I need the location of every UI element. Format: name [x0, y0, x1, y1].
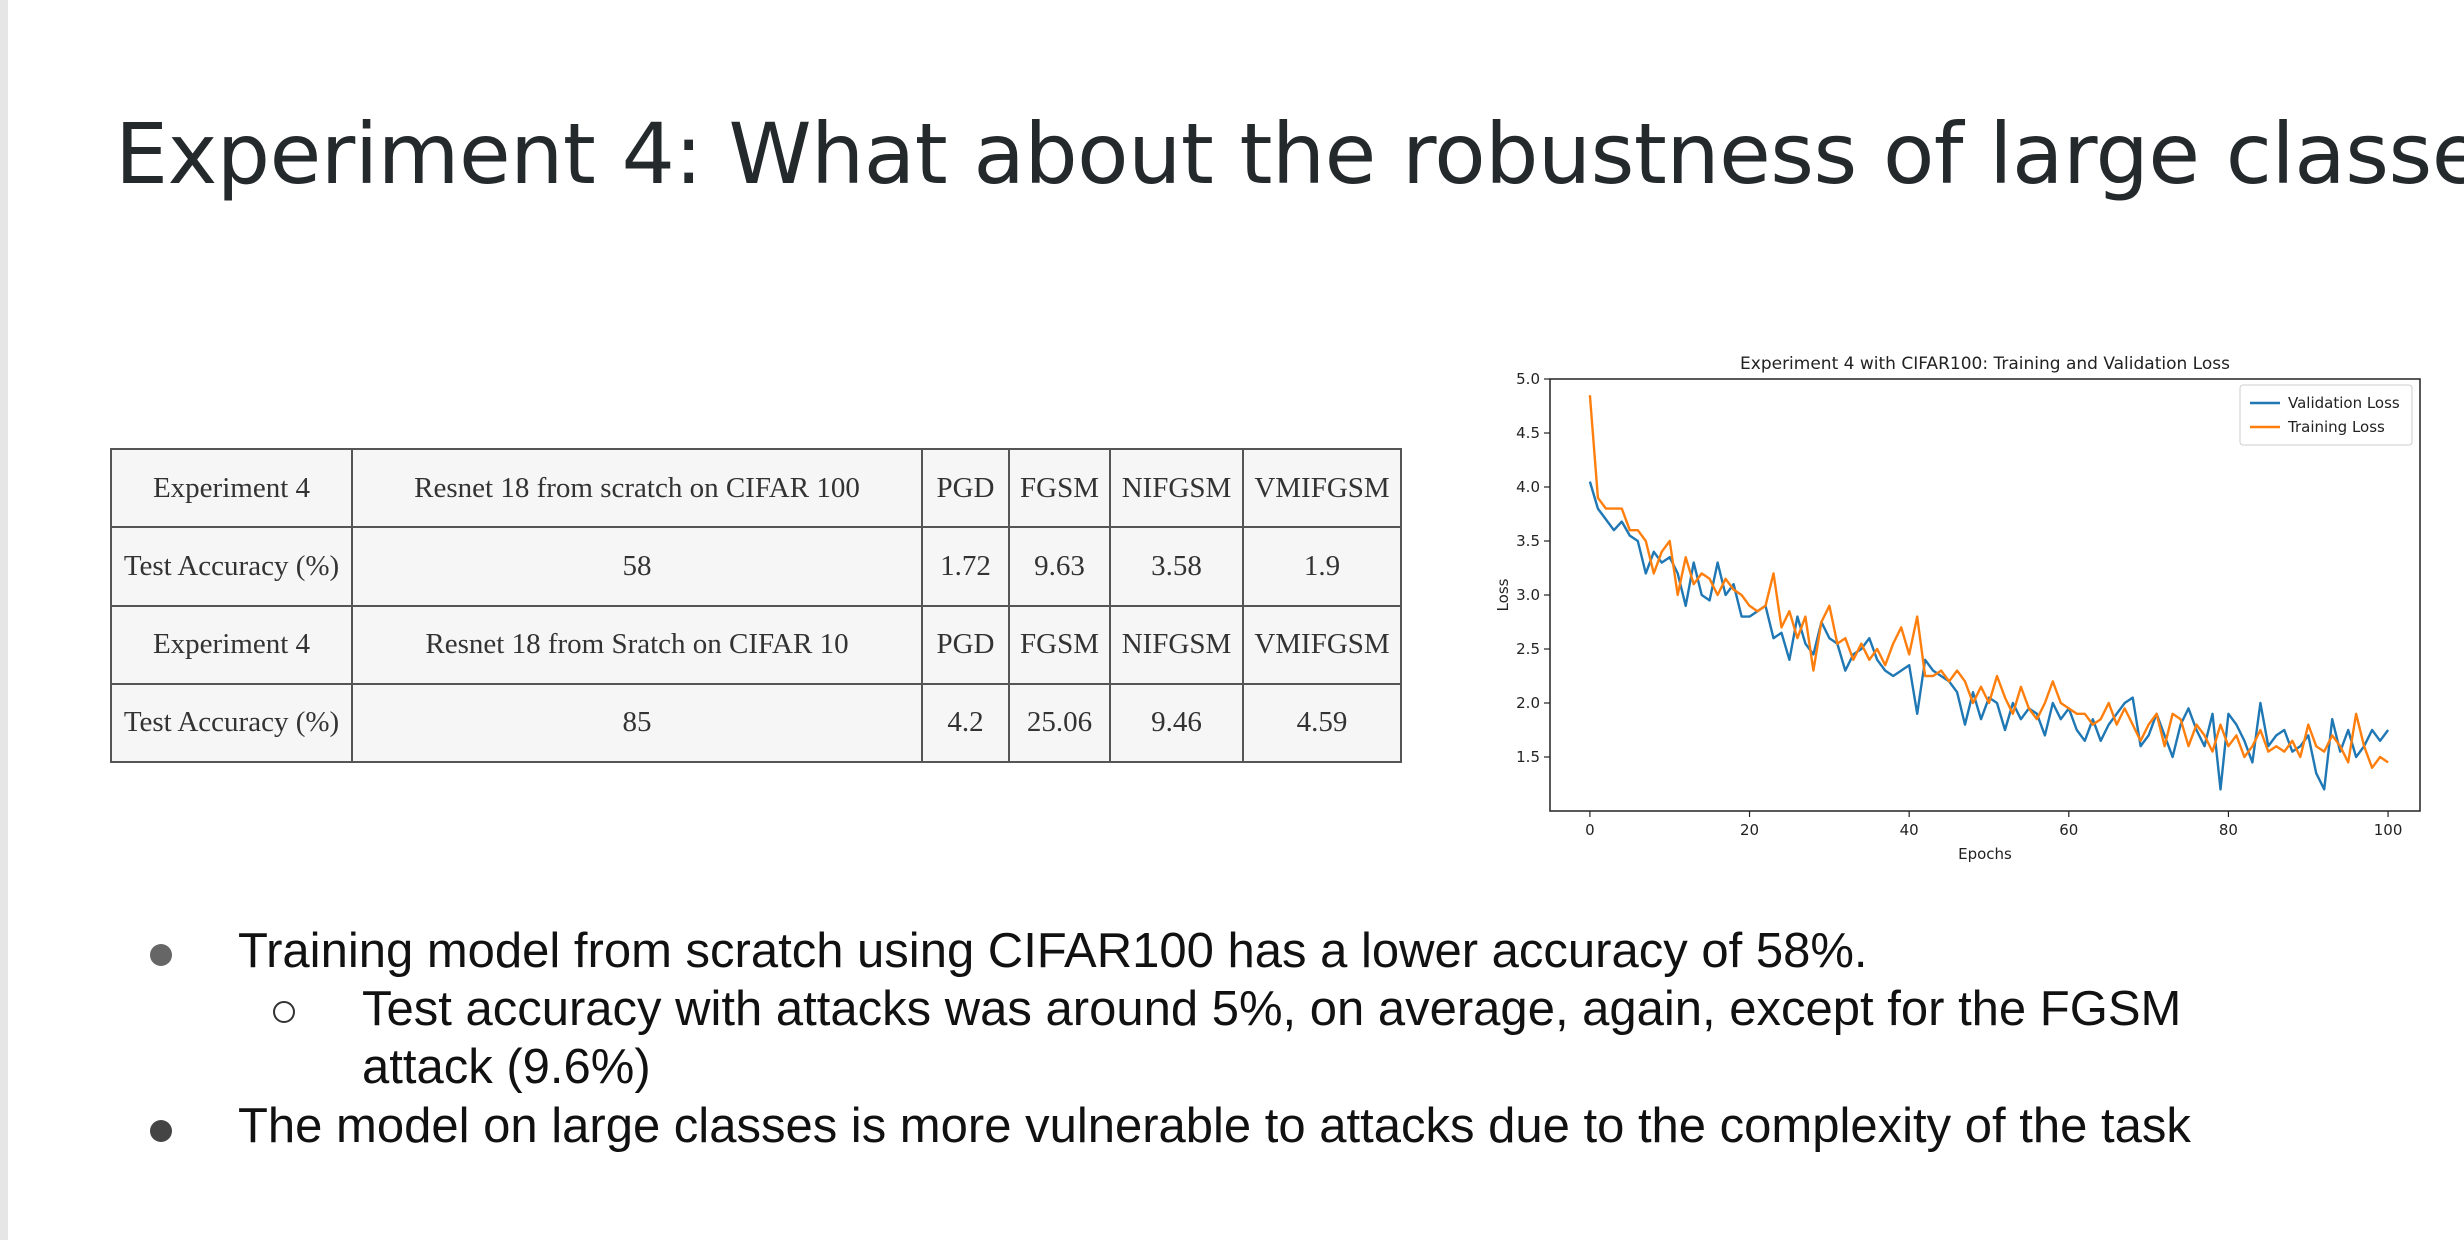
table-cell: 1.9	[1242, 526, 1402, 607]
x-tick-label: 60	[2059, 821, 2078, 839]
x-tick-label: 80	[2219, 821, 2238, 839]
table-cell: 25.06	[1008, 682, 1111, 764]
slide-title: Experiment 4: What about the robustness …	[115, 105, 2464, 203]
table-cell: VMIFGSM	[1242, 447, 1402, 529]
slide-left-border	[0, 0, 8, 1240]
table-cell: PGD	[921, 604, 1010, 685]
table-cell: NIFGSM	[1109, 604, 1244, 685]
y-axis-label: Loss	[1494, 578, 1512, 611]
y-tick-label: 3.5	[1516, 532, 1540, 550]
table-cell: Test Accuracy (%)	[110, 526, 353, 607]
legend-box	[2239, 384, 2413, 446]
table-cell: Experiment 4	[110, 604, 353, 685]
table-cell: 9.63	[1008, 526, 1111, 607]
y-tick-label: 2.0	[1516, 694, 1540, 712]
table-row: Test Accuracy (%) 58 1.72 9.63 3.58 1.9	[110, 526, 1402, 607]
hollow-bullet-icon	[273, 1001, 295, 1023]
y-tick-label: 3.0	[1516, 586, 1540, 604]
chart-title: Experiment 4 with CIFAR100: Training and…	[1740, 354, 2230, 374]
x-tick-label: 0	[1585, 821, 1595, 839]
bullet-dot-icon	[150, 1120, 172, 1142]
series-line-training-loss	[1588, 395, 2389, 769]
y-tick-label: 5.0	[1516, 370, 1540, 388]
table-cell: 1.72	[921, 526, 1010, 607]
y-tick-label: 4.5	[1516, 424, 1540, 442]
table-cell: Resnet 18 from Sratch on CIFAR 10	[351, 604, 923, 685]
x-tick-label: 20	[1740, 821, 1759, 839]
y-tick-label: 4.0	[1516, 478, 1540, 496]
table-row: Experiment 4 Resnet 18 from Sratch on CI…	[110, 604, 1402, 685]
legend-label: Validation Loss	[2288, 394, 2400, 412]
results-table: Experiment 4 Resnet 18 from scratch on C…	[110, 447, 1402, 764]
sub-bullet-item-continuation: attack (9.6%)	[362, 1040, 651, 1094]
table-cell: VMIFGSM	[1242, 604, 1402, 685]
loss-chart: Experiment 4 with CIFAR100: Training and…	[1494, 354, 2421, 863]
table-cell: NIFGSM	[1109, 447, 1244, 529]
table-row: Test Accuracy (%) 85 4.2 25.06 9.46 4.59	[110, 682, 1402, 764]
bullet-item: The model on large classes is more vulne…	[238, 1099, 2191, 1153]
table-row: Experiment 4 Resnet 18 from scratch on C…	[110, 447, 1402, 529]
legend-label: Training Loss	[2287, 418, 2385, 436]
table-cell: 85	[351, 682, 923, 764]
table-cell: 58	[351, 526, 923, 607]
table-cell: FGSM	[1008, 447, 1111, 529]
x-tick-label: 40	[1900, 821, 1919, 839]
sub-bullet-item: Test accuracy with attacks was around 5%…	[362, 982, 2182, 1036]
bullet-item: Training model from scratch using CIFAR1…	[238, 924, 1868, 978]
table-cell: FGSM	[1008, 604, 1111, 685]
table-cell: PGD	[921, 447, 1010, 529]
table-cell: 9.46	[1109, 682, 1244, 764]
series-line-validation-loss	[1588, 481, 2390, 791]
y-tick-label: 2.5	[1516, 640, 1540, 658]
x-tick-label: 100	[2374, 821, 2403, 839]
table-cell: 4.2	[921, 682, 1010, 764]
table-cell: Experiment 4	[110, 447, 353, 529]
bullet-dot-icon	[150, 944, 172, 966]
y-tick-label: 1.5	[1516, 748, 1540, 766]
table-cell: Test Accuracy (%)	[110, 682, 353, 764]
table-cell: 3.58	[1109, 526, 1244, 607]
x-axis-label: Epochs	[1958, 845, 2012, 863]
table-cell: Resnet 18 from scratch on CIFAR 100	[351, 447, 923, 529]
table-cell: 4.59	[1242, 682, 1402, 764]
